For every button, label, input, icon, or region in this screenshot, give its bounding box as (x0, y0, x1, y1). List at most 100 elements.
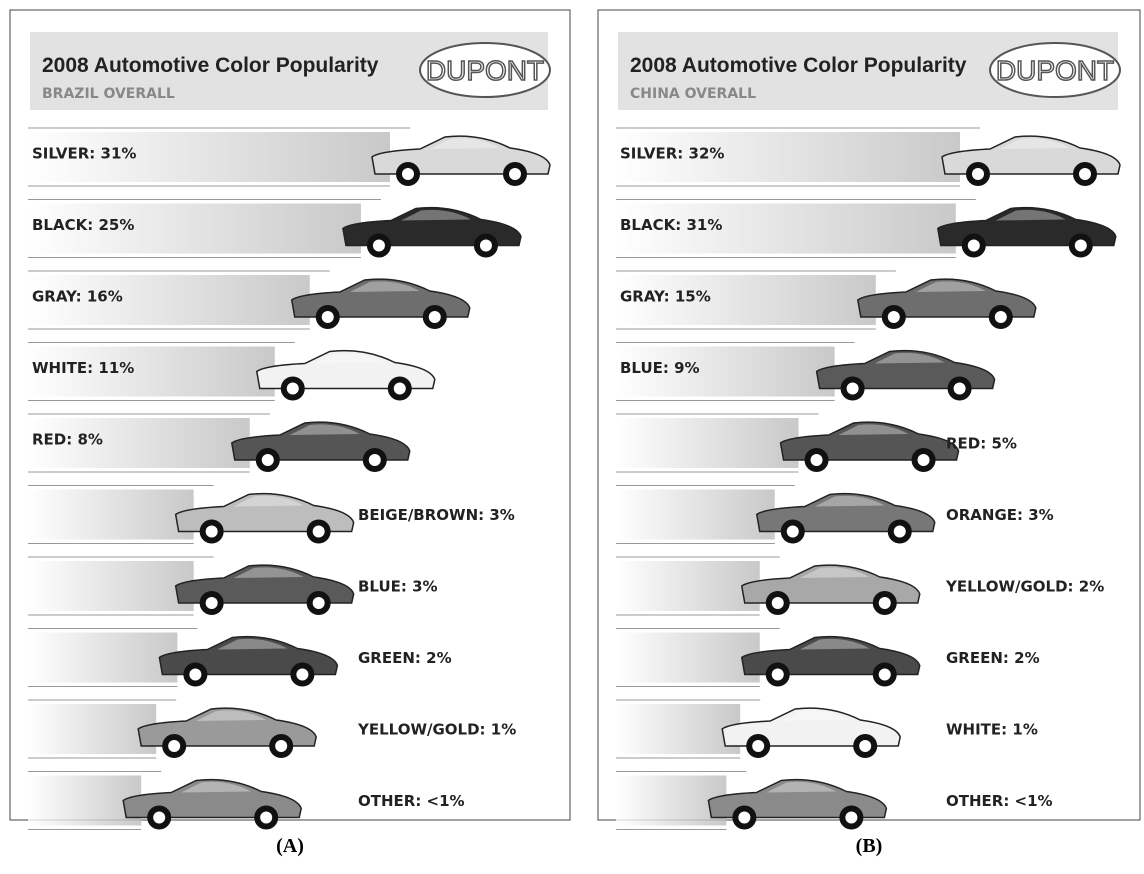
hub (189, 668, 202, 681)
car-body (941, 135, 1121, 175)
hub (953, 382, 966, 395)
hub (845, 811, 858, 824)
hub (312, 597, 325, 609)
car-window (196, 710, 267, 721)
hub (286, 382, 299, 395)
car-body (815, 349, 996, 390)
hub (738, 811, 751, 824)
hub (368, 454, 381, 466)
car (779, 421, 960, 472)
car (255, 349, 436, 401)
logo: DUPONT (426, 55, 544, 86)
car-body (174, 564, 355, 604)
streak (616, 704, 741, 754)
car-window (314, 352, 385, 364)
hub (261, 454, 274, 466)
hub (205, 525, 218, 538)
hub (509, 168, 521, 180)
hub (1079, 168, 1091, 180)
car-body (137, 707, 317, 747)
car (174, 492, 355, 544)
car-window (400, 209, 471, 221)
hub (205, 597, 218, 609)
streak (616, 561, 760, 611)
hub (878, 668, 891, 681)
hub (402, 168, 414, 180)
car-body (936, 206, 1117, 247)
category-label: ORANGE: 3% (946, 506, 1054, 524)
hub (752, 740, 765, 752)
category-label: BEIGE/BROWN: 3% (358, 506, 515, 524)
car-body (255, 349, 436, 390)
category-label: BLUE: 9% (620, 359, 700, 377)
streak (616, 275, 876, 325)
logo-oval (419, 42, 551, 98)
streak (28, 775, 142, 826)
streak (28, 489, 194, 540)
category-label: GRAY: 15% (620, 288, 711, 306)
category-label: WHITE: 11% (32, 359, 134, 377)
streak (616, 418, 799, 468)
car (815, 349, 996, 401)
hub (153, 811, 166, 824)
car-window (766, 781, 837, 793)
car (230, 421, 411, 472)
car-body (755, 492, 936, 533)
category-label: YELLOW/GOLD: 1% (357, 721, 516, 739)
car-body (122, 778, 302, 819)
car-window (995, 209, 1066, 221)
car-window (780, 710, 851, 721)
car (342, 206, 522, 258)
car-body (158, 635, 339, 676)
caption: (A) (276, 835, 304, 857)
category-label: OTHER: <1% (946, 792, 1053, 810)
logo: DUPONT (996, 55, 1114, 86)
hub (393, 382, 406, 395)
car-window (349, 281, 420, 292)
car-window (838, 424, 909, 435)
car-window (233, 495, 304, 507)
streak (616, 132, 960, 182)
hub (994, 311, 1007, 323)
car-window (430, 138, 500, 149)
car (122, 778, 302, 830)
streak (616, 489, 775, 540)
streak (616, 632, 760, 683)
car (856, 278, 1037, 329)
chart-subtitle: CHINA OVERALL (630, 86, 756, 102)
car (740, 564, 921, 615)
hub (887, 311, 900, 323)
hub (786, 525, 799, 538)
hub (771, 597, 784, 609)
chart-title: 2008 Automotive Color Popularity (42, 54, 379, 77)
category-label: BLACK: 25% (32, 216, 134, 234)
hub (296, 668, 309, 681)
category-label: BLUE: 3% (358, 578, 438, 596)
car-body (707, 778, 888, 819)
car (707, 778, 888, 830)
car-window (799, 567, 870, 578)
car (755, 492, 936, 544)
hub (260, 811, 273, 824)
hub (893, 525, 906, 538)
category-label: RED: 5% (946, 435, 1017, 453)
hub (428, 311, 441, 323)
car-window (289, 424, 360, 435)
streak (28, 632, 178, 683)
streak (28, 346, 275, 397)
car (371, 135, 551, 186)
hub (771, 668, 784, 681)
caption: (B) (856, 835, 883, 857)
car (137, 707, 317, 758)
car-body (371, 135, 551, 175)
hub (810, 454, 823, 466)
car (174, 564, 355, 615)
streak (28, 132, 390, 182)
car (721, 707, 901, 758)
car-window (915, 281, 986, 292)
car-body (230, 421, 411, 461)
hub (275, 740, 288, 752)
category-label: GREEN: 2% (946, 649, 1040, 667)
car-body (174, 492, 355, 533)
